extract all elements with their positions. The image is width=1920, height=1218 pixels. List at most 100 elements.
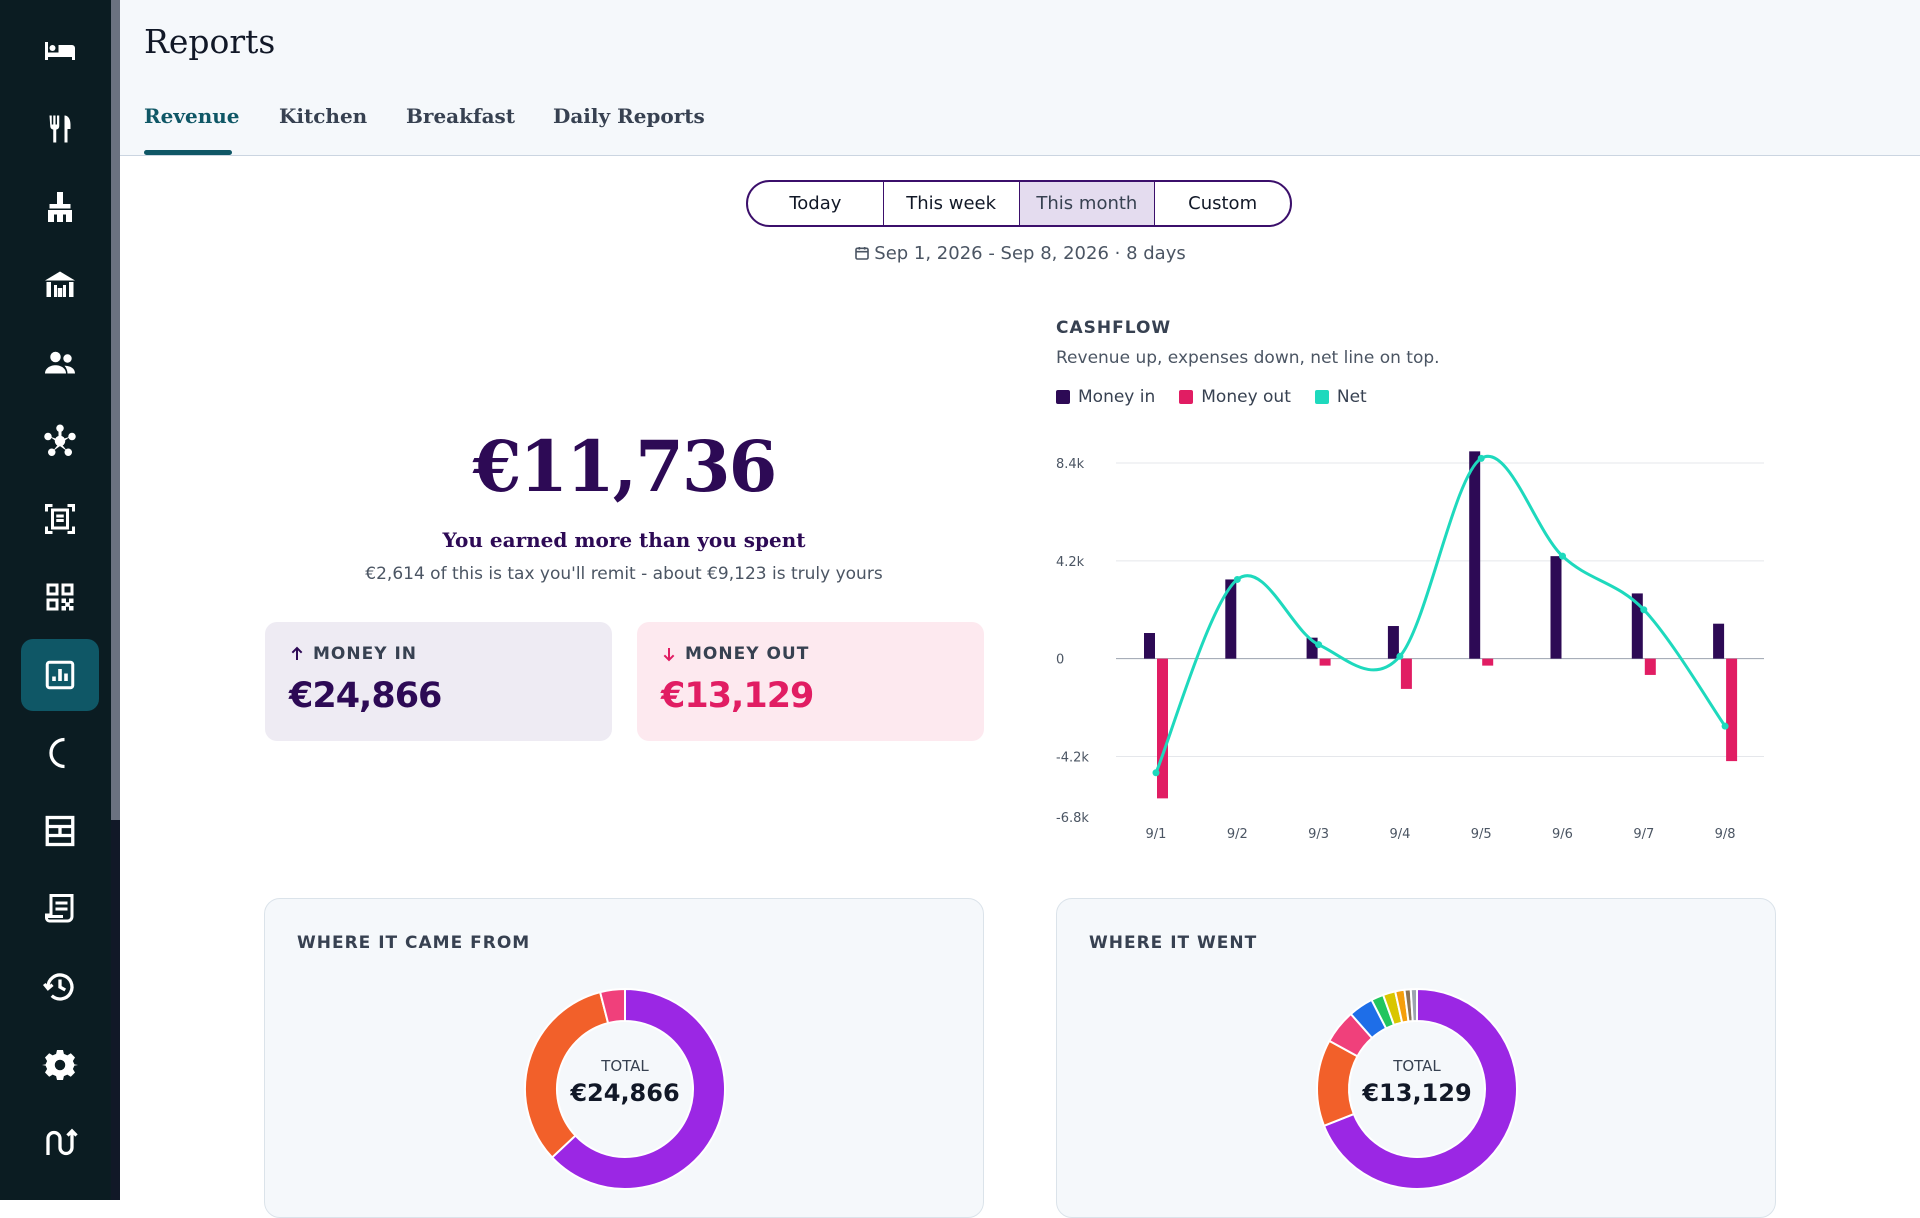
x-tick-label: 9/6	[1552, 827, 1573, 842]
sidebar-item-floorplan[interactable]	[21, 795, 99, 867]
net-point[interactable]	[1315, 641, 1323, 649]
cashflow-chart: 8.4k 4.2k 0 -4.2k -6.8k 9/1 9/2 9/3 9/4 9/5 9/6 9/7…	[1056, 451, 1764, 842]
legend-label: Money out	[1201, 387, 1291, 407]
donut-slice[interactable]	[550, 987, 726, 1190]
net-point[interactable]	[1233, 575, 1241, 583]
sidebar-item-reports[interactable]	[21, 639, 99, 711]
bed-icon	[45, 42, 75, 60]
sidebar-item-night-audit[interactable]	[21, 717, 99, 789]
bar-money-in[interactable]	[1144, 633, 1155, 659]
sidebar-item-bed[interactable]	[21, 15, 99, 87]
date-range-selector: Today This week This month Custom	[746, 180, 1292, 227]
range-this-week-button[interactable]: This week	[884, 182, 1020, 225]
range-custom-button[interactable]: Custom	[1188, 193, 1258, 214]
people-icon	[45, 351, 75, 374]
bar-money-out[interactable]	[1400, 658, 1412, 689]
donut-slice[interactable]	[598, 987, 626, 1025]
reports-icon	[45, 660, 75, 690]
date-range-label: Sep 1, 2026 - Sep 8, 2026 · 8 days	[850, 243, 1190, 264]
sidebar-item-invoices[interactable]	[21, 873, 99, 945]
y-tick-label: 0	[1056, 653, 1064, 668]
legend-net[interactable]: Net	[1314, 387, 1367, 407]
summary-headline: You earned more than you spent	[442, 528, 806, 552]
donut-slice[interactable]	[1409, 987, 1418, 1023]
money-in-label: MONEY IN	[313, 644, 417, 664]
history-icon	[42, 973, 74, 1001]
money-out-card: MONEY OUT €13,129	[637, 622, 984, 741]
cashflow-title: CASHFLOW	[1056, 318, 1172, 338]
net-point[interactable]	[1396, 652, 1404, 660]
money-in-amount: €24,866	[289, 676, 442, 716]
bar-money-out[interactable]	[1482, 658, 1494, 666]
net-point[interactable]	[1721, 722, 1729, 730]
sidebar-item-settings[interactable]	[21, 1029, 99, 1101]
calendar-icon	[855, 247, 870, 260]
income-donut-chart	[524, 987, 726, 1190]
qr-code-icon	[46, 583, 74, 611]
range-this-month-button[interactable]: This month	[1019, 182, 1156, 225]
tab-revenue[interactable]: Revenue	[144, 104, 240, 128]
legend-swatch-net	[1314, 390, 1329, 404]
header: Reports Revenue Kitchen Breakfast Daily …	[120, 0, 1920, 156]
y-tick-label: -4.2k	[1056, 750, 1089, 765]
tab-breakfast[interactable]: Breakfast	[406, 104, 516, 128]
bar-money-in[interactable]	[1713, 623, 1725, 659]
sidebar-item-property[interactable]	[21, 249, 99, 321]
sidebar-item-flow[interactable]	[21, 1107, 99, 1179]
active-tab-indicator	[144, 150, 232, 155]
x-tick-label: 9/3	[1308, 827, 1329, 842]
tab-kitchen[interactable]: Kitchen	[279, 104, 368, 128]
bar-money-out[interactable]	[1319, 658, 1331, 666]
net-point[interactable]	[1640, 606, 1648, 614]
range-today-button[interactable]: Today	[748, 182, 884, 225]
receipt-icon	[45, 894, 74, 923]
arrow-down-icon	[663, 648, 675, 662]
building-icon	[45, 271, 75, 297]
net-point[interactable]	[1152, 769, 1160, 777]
net-point[interactable]	[1477, 454, 1485, 462]
bar-money-out[interactable]	[1644, 658, 1656, 675]
x-tick-label: 9/7	[1633, 827, 1654, 842]
broom-icon	[48, 192, 72, 222]
sidebar-item-qr[interactable]	[21, 561, 99, 633]
legend-label: Net	[1336, 387, 1367, 407]
expense-breakdown-panel: WHERE IT WENT TOTAL €13,129	[1056, 898, 1776, 1218]
bar-money-out[interactable]	[1157, 658, 1168, 799]
sidebar-item-restaurant[interactable]	[21, 93, 99, 165]
bar-money-in[interactable]	[1631, 593, 1643, 659]
sidebar-scrollbar-track[interactable]	[111, 820, 120, 1200]
legend-money-out[interactable]: Money out	[1179, 387, 1291, 407]
arrow-up-icon	[291, 646, 303, 660]
bar-money-out[interactable]	[1726, 658, 1738, 762]
x-tick-label: 9/1	[1146, 827, 1167, 842]
bar-money-in[interactable]	[1225, 579, 1237, 659]
sidebar-item-history[interactable]	[21, 951, 99, 1023]
expense-donut-chart	[1316, 987, 1518, 1190]
x-tick-label: 9/4	[1389, 827, 1410, 842]
cashflow-subtitle: Revenue up, expenses down, net line on t…	[1056, 348, 1440, 368]
bar-money-in[interactable]	[1387, 626, 1399, 659]
y-tick-label: 4.2k	[1056, 555, 1085, 570]
net-point[interactable]	[1559, 552, 1566, 560]
bar-money-in[interactable]	[1550, 556, 1562, 659]
date-range-text: Sep 1, 2026 - Sep 8, 2026 · 8 days	[874, 243, 1186, 264]
x-tick-label: 9/5	[1471, 827, 1492, 842]
sidebar-scrollbar-thumb[interactable]	[111, 0, 120, 820]
bar-money-in[interactable]	[1306, 637, 1318, 659]
donut-total-value: €13,129	[1362, 1079, 1472, 1107]
cashflow-legend: Money in Money out Net	[1056, 387, 1367, 407]
money-in-card: MONEY IN €24,866	[265, 622, 612, 741]
bar-money-in[interactable]	[1469, 451, 1481, 659]
sidebar-item-integrations[interactable]	[21, 405, 99, 477]
flow-icon	[46, 1128, 78, 1156]
donut-slice[interactable]	[1322, 987, 1518, 1190]
tab-daily-reports[interactable]: Daily Reports	[553, 104, 705, 128]
sidebar-item-scan[interactable]	[21, 483, 99, 555]
x-tick-label: 9/2	[1227, 827, 1248, 842]
legend-money-in[interactable]: Money in	[1056, 387, 1155, 407]
sidebar-item-guests[interactable]	[21, 327, 99, 399]
tax-note: €2,614 of this is tax you'll remit - abo…	[365, 564, 883, 584]
sidebar-item-housekeeping[interactable]	[21, 171, 99, 243]
donut-total-value: €24,866	[570, 1079, 680, 1107]
money-out-amount: €13,129	[661, 676, 814, 716]
